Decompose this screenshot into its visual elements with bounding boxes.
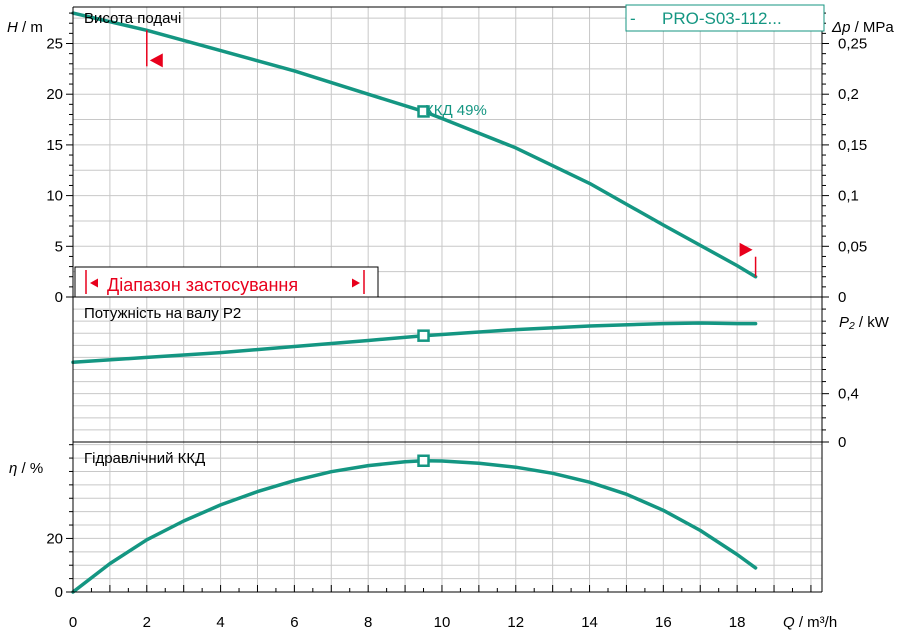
power-axis-symbol: P₂ <box>839 314 855 331</box>
y2-tick-label: 0,15 <box>838 137 867 154</box>
legend-dash: - <box>630 9 636 28</box>
flow-axis-unit: / m³/h <box>795 614 838 631</box>
range-start-arrow-icon <box>90 278 98 288</box>
x-tick-label: 12 <box>507 614 524 631</box>
x-tick-label: 18 <box>729 614 746 631</box>
head-panel-title: Висота подачі <box>84 10 181 27</box>
y-tick-label: 25 <box>46 36 63 53</box>
y2-tick-label: 0 <box>838 434 846 451</box>
y2-tick-label: 0 <box>838 289 846 306</box>
axis-layer: 0 2 4 6 8 10 12 14 16 18 0 5 10 15 20 25 0 20 0 0,05 0,1 0,15… <box>46 6 867 631</box>
power-panel-title: Потужність на валу P2 <box>84 305 241 322</box>
x-tick-label: 6 <box>290 614 298 631</box>
power-curve <box>71 321 758 365</box>
pressure-axis-unit: / MPa <box>850 19 894 36</box>
y2-tick-label: 0,2 <box>838 86 859 103</box>
y-tick-label: 5 <box>55 238 63 255</box>
legend-box <box>625 4 825 32</box>
x-tick-label: 10 <box>434 614 451 631</box>
pressure-axis-symbol: Δp <box>831 19 850 36</box>
pressure-axis-label: Δp / MPa <box>831 19 894 36</box>
legend-series-name: PRO-S03-112... <box>662 9 782 28</box>
y-tick-label: 20 <box>46 86 63 103</box>
flow-axis-symbol: Q <box>783 614 795 631</box>
head-curve <box>71 11 758 279</box>
y2-tick-label: 0,05 <box>838 238 867 255</box>
y-tick-label: 15 <box>46 137 63 154</box>
y2-tick-label: 0,25 <box>838 36 867 53</box>
head-axis-unit: / m <box>18 19 43 36</box>
head-axis-symbol: H <box>7 19 18 36</box>
x-tick-label: 2 <box>143 614 151 631</box>
y-tick-label: 10 <box>46 188 63 205</box>
duty-point-label: ККД 49% <box>425 102 487 119</box>
x-tick-label: 4 <box>216 614 224 631</box>
efficiency-duty-point-marker <box>417 454 430 467</box>
y2-tick-label: 0,4 <box>838 386 859 403</box>
efficiency-panel-title: Гідравлічний ККД <box>84 450 205 467</box>
power-axis-label: P₂ / kW <box>839 314 890 331</box>
y-tick-label: 0 <box>55 584 63 601</box>
y-tick-label: 20 <box>46 530 63 547</box>
head-duty-point-marker <box>417 105 430 118</box>
efficiency-curve <box>71 459 758 594</box>
x-tick-label: 8 <box>364 614 372 631</box>
power-duty-point-marker <box>417 329 430 342</box>
grid-layer <box>73 7 822 592</box>
flow-axis-label: Q / m³/h <box>783 614 837 631</box>
curve-layer <box>71 11 758 594</box>
range-box <box>74 266 379 298</box>
efficiency-axis-symbol: η <box>9 460 17 477</box>
range-end-marker-icon <box>739 242 753 257</box>
head-axis-label: H / m <box>7 19 43 36</box>
y2-tick-label: 0,1 <box>838 188 859 205</box>
power-axis-unit: / kW <box>855 314 890 331</box>
x-tick-label: 0 <box>69 614 77 631</box>
x-tick-label: 14 <box>581 614 598 631</box>
efficiency-axis-label: η / % <box>9 460 43 477</box>
range-end-arrow-icon <box>352 278 360 288</box>
range-label: Діапазон застосування <box>107 275 298 295</box>
x-tick-label: 16 <box>655 614 672 631</box>
range-start-marker-icon <box>149 53 163 68</box>
y-tick-label: 0 <box>55 289 63 306</box>
efficiency-axis-unit: / % <box>17 460 43 477</box>
